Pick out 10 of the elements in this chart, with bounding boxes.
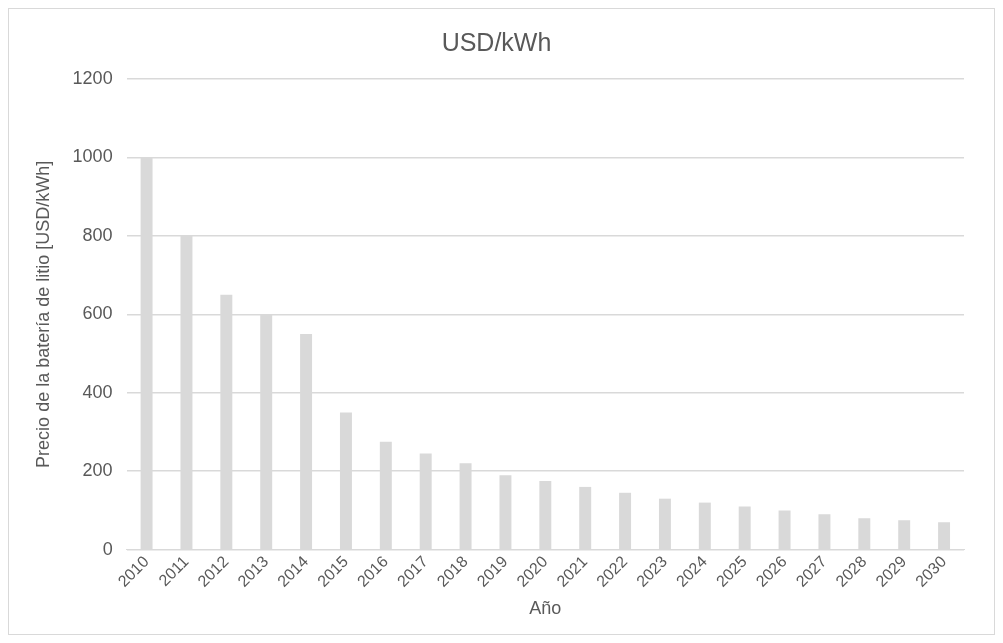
y-tick-label: 1200 — [72, 67, 113, 88]
y-tick-label: 800 — [82, 224, 113, 245]
y-tick-label: 600 — [82, 303, 113, 324]
y-tick-label: 1000 — [72, 146, 113, 167]
x-axis-title: Año — [529, 598, 562, 619]
y-tick-label: 400 — [82, 381, 113, 402]
y-tick-label: 200 — [82, 460, 113, 481]
y-tick-label: 0 — [102, 538, 113, 559]
y-axis-title: Precio de la batería de litio [USD/kWh] — [32, 160, 53, 468]
chart-title: USD/kWh — [441, 27, 552, 56]
